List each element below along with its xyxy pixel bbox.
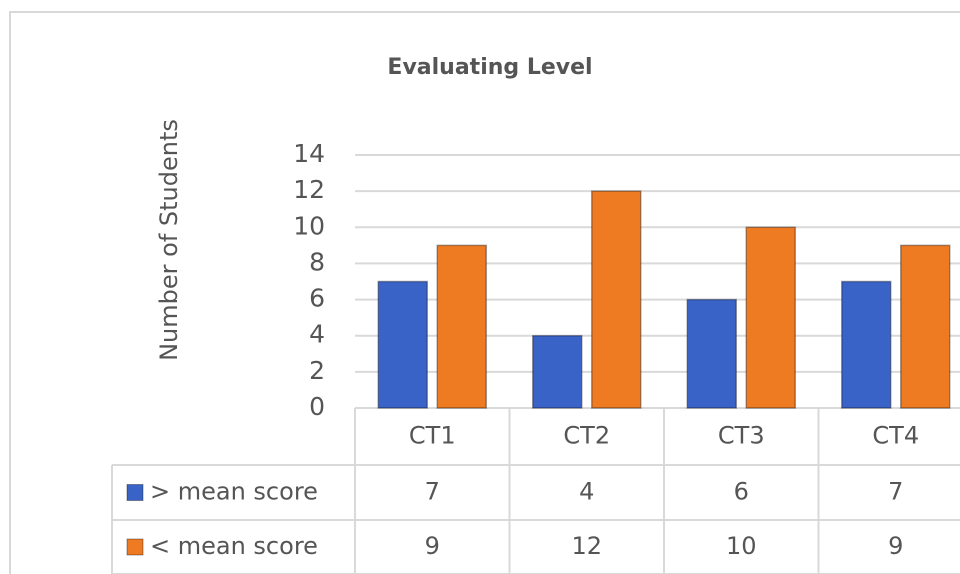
- bar: [686, 298, 737, 409]
- y-tick-label: 10: [293, 211, 325, 240]
- y-tick-label: 2: [309, 356, 325, 385]
- table-value: 12: [571, 532, 602, 560]
- table-value: 4: [579, 478, 594, 506]
- table-value: 7: [888, 478, 903, 506]
- x-tick-label: CT3: [718, 422, 765, 450]
- legend-swatch: [126, 538, 144, 556]
- bar: [900, 244, 951, 409]
- x-tick-label: CT2: [563, 422, 610, 450]
- bar: [841, 280, 892, 409]
- table-value: 9: [425, 532, 440, 560]
- bar: [377, 280, 428, 409]
- x-tick-label: CT1: [409, 422, 456, 450]
- y-tick-label: 8: [309, 247, 325, 276]
- chart-title: Evaluating Level: [387, 55, 592, 80]
- y-tick-label: 4: [309, 320, 325, 349]
- bar: [591, 190, 642, 409]
- table-value: 7: [425, 478, 440, 506]
- table-value: 6: [734, 478, 749, 506]
- bar: [745, 226, 796, 409]
- bar: [436, 244, 487, 409]
- table-value: 10: [726, 532, 757, 560]
- y-tick-label: 12: [293, 175, 325, 204]
- table-value: 9: [888, 532, 903, 560]
- y-axis-label: Number of Students: [155, 119, 183, 361]
- y-tick-label: 0: [309, 392, 325, 421]
- bar: [532, 334, 583, 409]
- y-tick-label: 14: [293, 139, 325, 168]
- legend-swatch: [126, 484, 144, 501]
- y-tick-label: 6: [309, 284, 325, 313]
- legend-label: > mean score: [150, 478, 318, 506]
- legend-label: < mean score: [150, 532, 318, 560]
- x-tick-label: CT4: [872, 422, 919, 450]
